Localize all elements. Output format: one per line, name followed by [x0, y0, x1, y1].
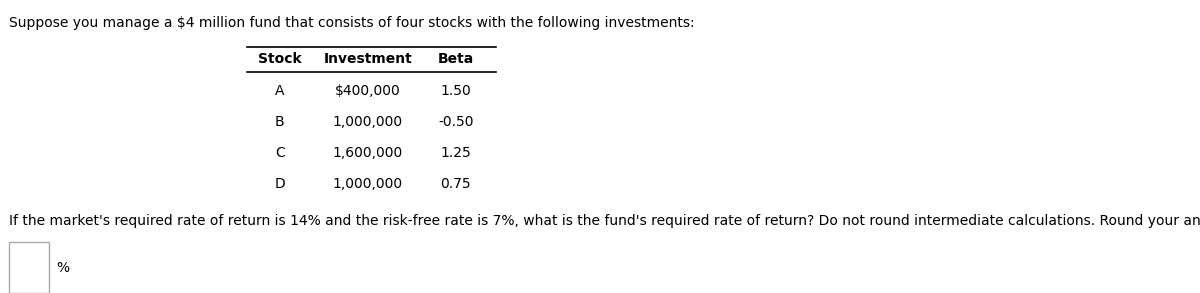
FancyBboxPatch shape: [8, 242, 49, 293]
Text: %: %: [56, 261, 70, 275]
Text: C: C: [275, 146, 284, 160]
Text: B: B: [275, 115, 284, 129]
Text: Investment: Investment: [323, 52, 412, 67]
Text: Beta: Beta: [438, 52, 474, 67]
Text: $400,000: $400,000: [335, 84, 401, 98]
Text: -0.50: -0.50: [438, 115, 473, 129]
Text: 0.75: 0.75: [440, 177, 470, 191]
Text: 1,600,000: 1,600,000: [332, 146, 403, 160]
Text: Suppose you manage a $4 million fund that consists of four stocks with the follo: Suppose you manage a $4 million fund tha…: [8, 16, 695, 30]
Text: If the market's required rate of return is 14% and the risk-free rate is 7%, wha: If the market's required rate of return …: [8, 214, 1200, 228]
Text: 1.25: 1.25: [440, 146, 472, 160]
Text: Stock: Stock: [258, 52, 301, 67]
Text: 1,000,000: 1,000,000: [332, 115, 403, 129]
Text: 1.50: 1.50: [440, 84, 472, 98]
Text: A: A: [275, 84, 284, 98]
Text: D: D: [275, 177, 286, 191]
Text: 1,000,000: 1,000,000: [332, 177, 403, 191]
